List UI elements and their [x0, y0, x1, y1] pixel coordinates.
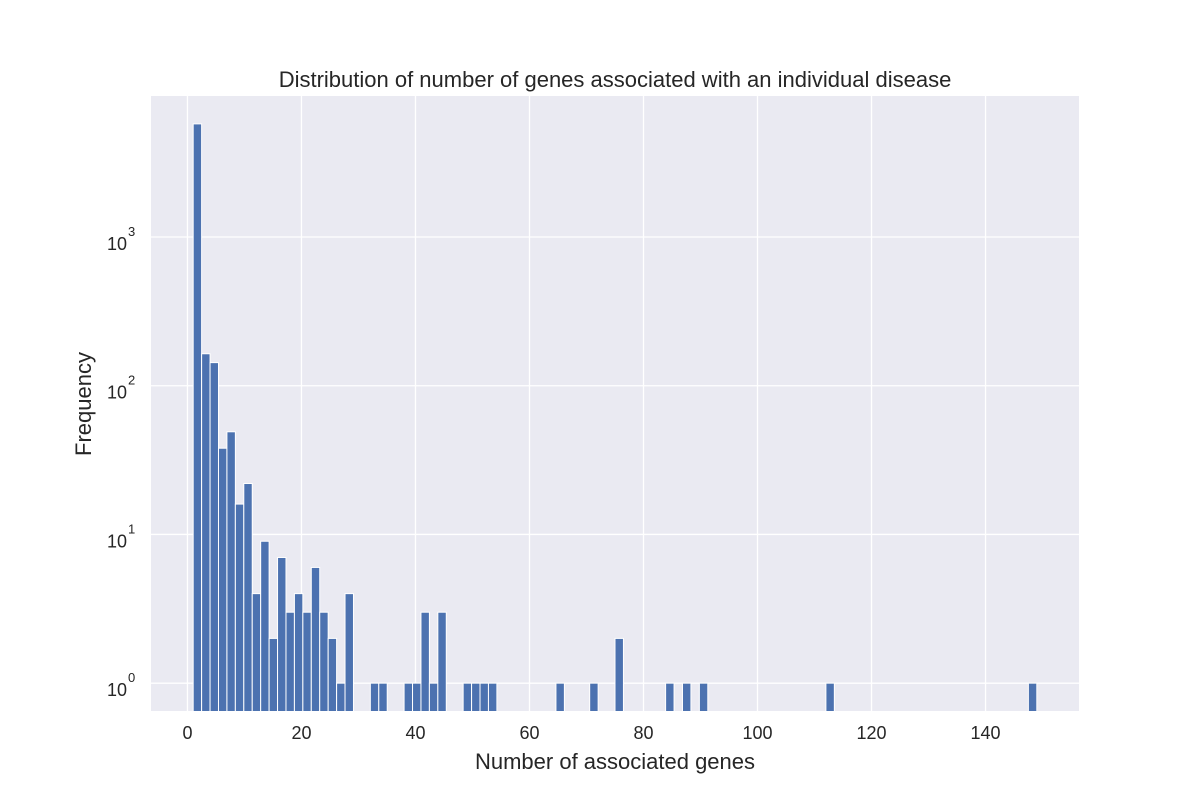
histogram-bar: [462, 682, 473, 714]
histogram-bar: [437, 611, 447, 714]
histogram-bar: [327, 637, 338, 714]
histogram-bar: [243, 483, 253, 714]
x-tick-label: 40: [405, 723, 425, 743]
y-tick-label: 10: [107, 680, 127, 700]
y-axis-label: Frequency: [71, 352, 96, 456]
histogram-bar: [268, 637, 279, 714]
histogram-bar: [614, 637, 624, 714]
plot-bottom-mask: [149, 711, 1081, 731]
histogram-bar: [487, 682, 498, 714]
plot-area: [151, 96, 1079, 711]
histogram-bar: [302, 611, 312, 714]
y-tick-label: 10: [107, 531, 127, 551]
chart-title: Distribution of number of genes associat…: [279, 67, 952, 92]
histogram-bar: [285, 611, 295, 714]
histogram-bar: [825, 682, 835, 714]
bars: [149, 123, 1081, 731]
histogram-bar: [369, 682, 380, 714]
histogram-bar: [555, 682, 565, 714]
histogram-bar: [319, 611, 329, 714]
histogram-bar: [479, 682, 489, 714]
y-tick-exponent: 3: [128, 224, 135, 239]
histogram-bar: [260, 540, 270, 714]
x-tick-label: 140: [970, 723, 1000, 743]
y-tick-exponent: 1: [128, 521, 135, 536]
histogram-bar: [1027, 682, 1038, 714]
y-tick-label: 10: [107, 234, 127, 254]
histogram-bar: [420, 611, 430, 714]
x-tick-label: 100: [742, 723, 772, 743]
x-tick-label: 0: [182, 723, 192, 743]
histogram-bar: [403, 682, 414, 714]
x-tick-label: 80: [633, 723, 653, 743]
histogram-bar: [226, 431, 236, 714]
y-tick-exponent: 2: [128, 373, 135, 388]
histogram-bar: [336, 682, 346, 714]
histogram-bar: [428, 682, 439, 714]
histogram-bar: [251, 593, 262, 714]
histogram-bar: [344, 593, 354, 714]
x-tick-label: 120: [856, 723, 886, 743]
histogram-bar: [234, 503, 245, 714]
histogram-bar: [310, 566, 321, 714]
histogram-bar: [698, 682, 709, 714]
y-tick-exponent: 0: [128, 670, 135, 685]
histogram-bar: [378, 682, 388, 714]
x-tick-label: 60: [519, 723, 539, 743]
histogram-bar: [277, 556, 287, 714]
histogram-bar: [589, 682, 599, 714]
histogram-bar: [665, 682, 675, 714]
histogram-bar: [471, 682, 481, 714]
histogram-bar: [217, 447, 228, 714]
histogram-bar: [201, 353, 211, 714]
histogram-bar: [209, 362, 219, 714]
histogram-bar: [412, 682, 422, 714]
x-tick-label: 20: [291, 723, 311, 743]
histogram-bar: [192, 123, 203, 714]
histogram-bar: [681, 682, 692, 714]
y-tick-label: 10: [107, 383, 127, 403]
x-tick-labels: 0 20 40 60 80 100 120 140: [182, 723, 1000, 743]
histogram-bar: [293, 593, 304, 714]
x-axis-label: Number of associated genes: [475, 749, 755, 774]
